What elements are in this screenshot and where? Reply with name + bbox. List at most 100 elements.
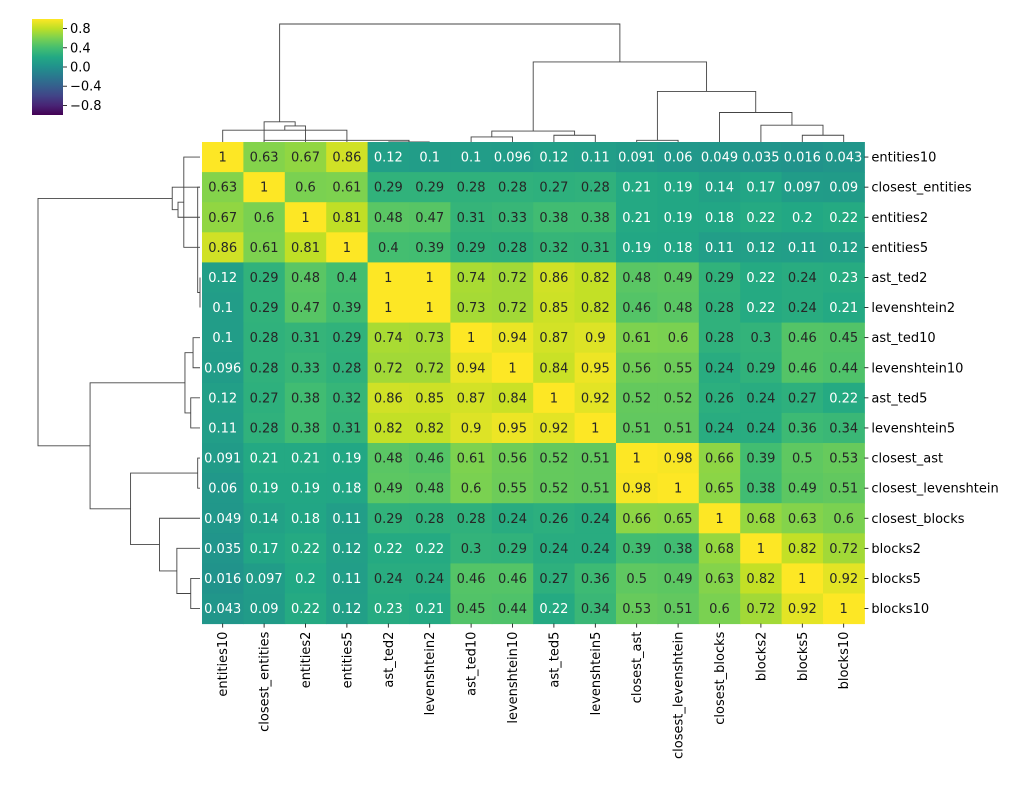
heatmap-cell [533, 202, 576, 233]
column-tick-label: closest_entities [258, 631, 273, 732]
cell-value-label: 0.2 [792, 211, 813, 226]
heatmap-cell [781, 322, 824, 354]
heatmap-cell [284, 322, 327, 354]
heatmap-cell [326, 172, 369, 203]
heatmap-cell [450, 262, 493, 293]
heatmap-cell [243, 473, 286, 504]
cell-value-label: 0.12 [332, 542, 361, 557]
column-tick-label: blocks10 [837, 632, 852, 690]
heatmap-cell [491, 443, 534, 474]
heatmap-cell [491, 593, 534, 625]
heatmap-cell [698, 503, 741, 534]
heatmap-cell [574, 262, 617, 293]
row-tick-label: ast_ted10 [871, 331, 935, 346]
cell-value-label: 0.016 [784, 151, 821, 166]
column-tick-label: closest_levenshtein [672, 632, 687, 759]
cell-value-label: 0.84 [498, 391, 527, 406]
heatmap-cell [243, 503, 286, 534]
heatmap-cell [367, 503, 410, 534]
heatmap-cell [450, 563, 493, 594]
heatmap-cell [533, 382, 576, 414]
cell-value-label: 0.29 [746, 361, 775, 376]
cell-value-label: 0.22 [829, 211, 858, 226]
cell-value-label: 0.87 [539, 331, 568, 346]
dendrogram-link [279, 23, 621, 122]
cell-value-label: 0.097 [784, 181, 821, 196]
heatmap-cell [574, 593, 617, 625]
heatmap-cell [409, 352, 451, 384]
heatmap-cell [616, 563, 658, 594]
cell-value-label: 0.63 [208, 181, 237, 196]
heatmap-cell [533, 352, 576, 384]
cell-value-label: 0.52 [622, 391, 651, 406]
heatmap-cell [616, 172, 658, 203]
heatmap-cell [533, 593, 576, 625]
heatmap-cell [409, 412, 451, 444]
cell-value-label: 0.39 [415, 241, 444, 256]
cell-value-label: 0.21 [622, 211, 651, 226]
cell-value-label: 0.28 [332, 361, 361, 376]
row-tick-label: entities10 [871, 151, 936, 166]
heatmap-cell [574, 473, 617, 504]
heatmap-cell [698, 563, 741, 594]
cell-value-label: 0.14 [250, 512, 279, 527]
cell-value-label: 0.86 [539, 271, 568, 286]
heatmap-cell [284, 382, 327, 414]
cell-value-label: 1 [426, 301, 434, 316]
row-tick-label: blocks10 [871, 602, 929, 617]
cell-value-label: 0.81 [332, 211, 361, 226]
heatmap-cell [823, 593, 865, 625]
cell-value-label: 0.46 [498, 572, 527, 587]
cell-value-label: 0.48 [374, 452, 403, 467]
row-tick-label: ast_ted5 [871, 391, 927, 406]
dendrogram-link [192, 337, 200, 369]
heatmap-cell [574, 443, 617, 474]
cell-value-label: 0.48 [664, 301, 693, 316]
heatmap-cell [202, 443, 244, 474]
cell-value-label: 0.11 [332, 572, 361, 587]
heatmap-cell [823, 533, 865, 564]
cell-value-label: 0.4 [378, 241, 399, 256]
cell-value-label: 0.11 [581, 151, 610, 166]
heatmap-cell [698, 142, 741, 173]
column-tick-label: entities5 [340, 632, 355, 689]
cell-value-label: 0.49 [788, 482, 817, 497]
cell-value-label: 1 [798, 572, 806, 587]
cell-value-label: 0.21 [291, 452, 320, 467]
cell-value-label: 1 [633, 452, 641, 467]
heatmap-cell [450, 202, 493, 233]
heatmap-cell [243, 563, 286, 594]
cell-value-label: 0.47 [415, 211, 444, 226]
cell-value-label: 0.6 [254, 211, 275, 226]
heatmap-cell [657, 262, 700, 293]
heatmap-cell [367, 292, 410, 324]
cell-value-label: 0.24 [581, 512, 610, 527]
cell-value-label: 0.31 [332, 421, 361, 436]
cell-value-label: 0.28 [250, 421, 279, 436]
dendrogram-link [656, 90, 757, 141]
heatmap-cell [740, 563, 783, 594]
heatmap-cell [574, 292, 617, 324]
dendrogram-link [190, 397, 200, 429]
cell-value-label: 0.52 [539, 452, 568, 467]
heatmap-cell [657, 382, 700, 414]
cell-value-label: 0.72 [498, 301, 527, 316]
heatmap-cell [491, 533, 534, 564]
cell-value-label: 0.29 [457, 241, 486, 256]
heatmap-cell [367, 232, 410, 263]
row-tick-label: levenshtein2 [871, 301, 955, 316]
heatmap-cell [284, 473, 327, 504]
row-tick-labels: entities10 closest_entities entities2 entit… [864, 151, 999, 617]
heatmap-cell [616, 292, 658, 324]
cell-value-label: 0.22 [291, 602, 320, 617]
column-tick-label: closest_ast [630, 632, 645, 704]
cell-value-label: 0.043 [204, 602, 241, 617]
colorbar-gradient [32, 19, 63, 115]
cell-value-label: 0.61 [622, 331, 651, 346]
row-tick-label: closest_ast [871, 452, 943, 467]
cell-value-label: 0.46 [457, 572, 486, 587]
heatmap-cell [409, 443, 451, 474]
heatmap-cell [740, 443, 783, 474]
heatmap-cell [284, 262, 327, 293]
cell-value-label: 0.19 [291, 482, 320, 497]
